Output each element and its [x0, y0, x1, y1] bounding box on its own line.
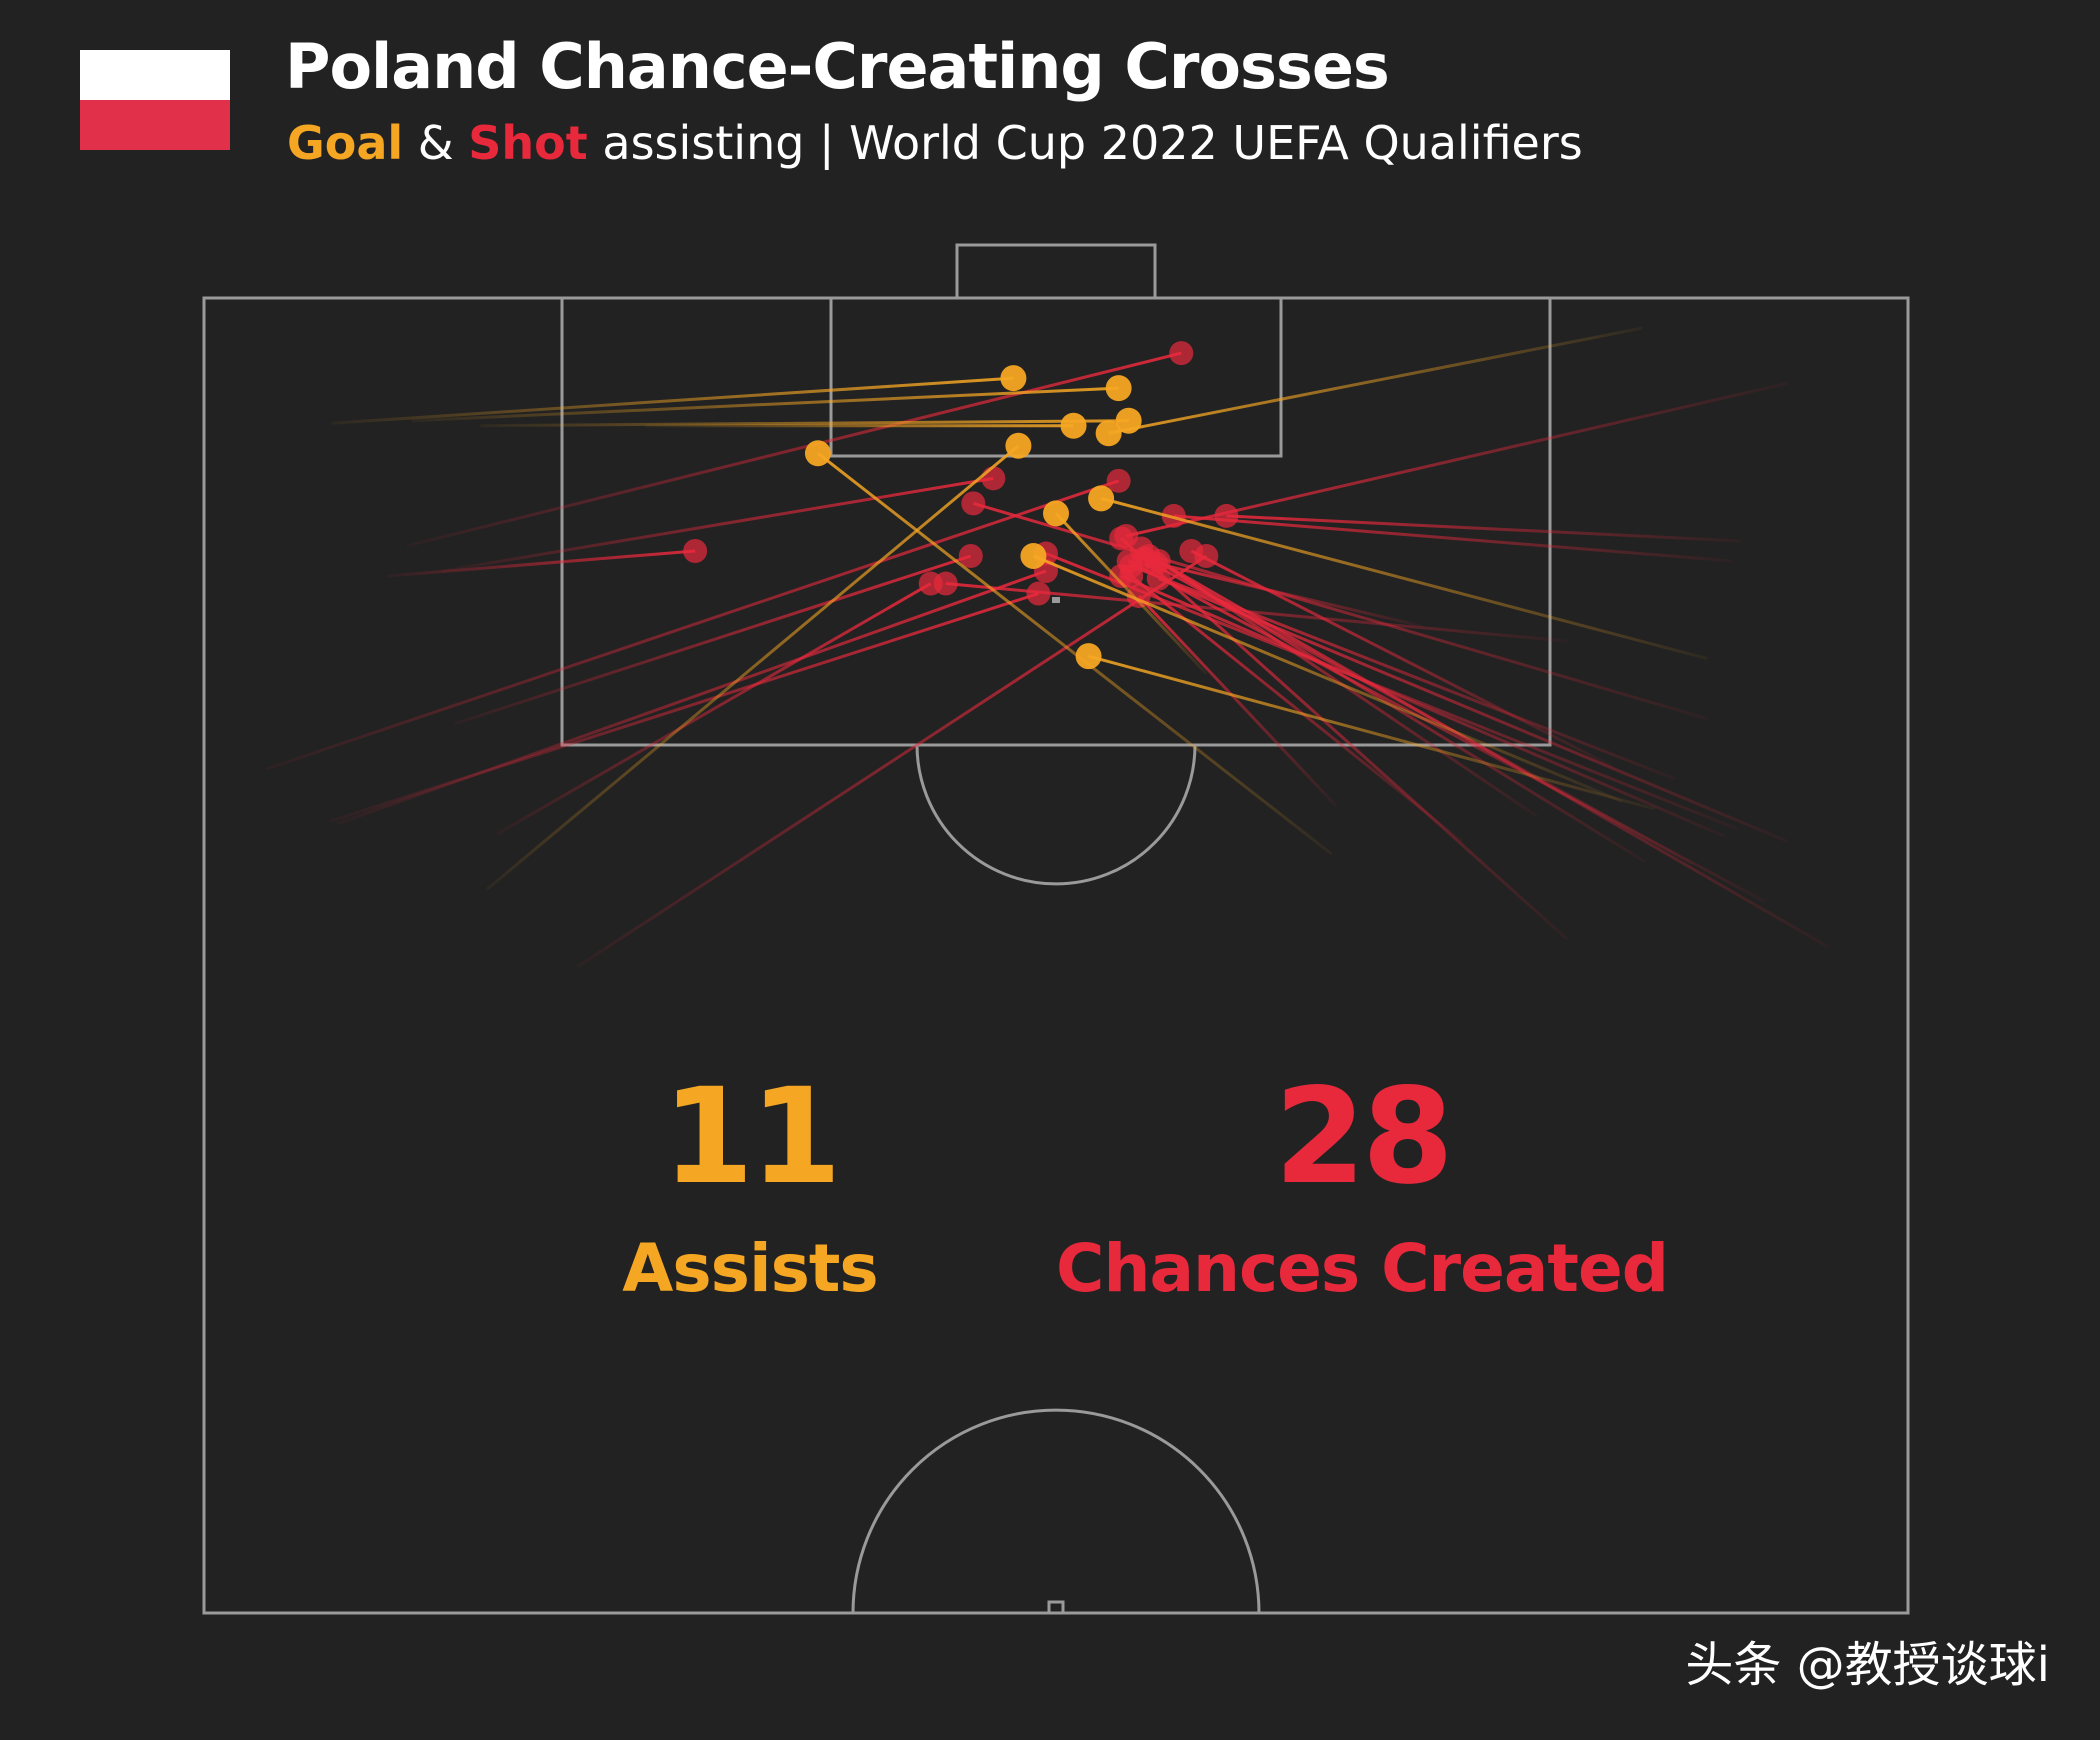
shot-cross-end-point	[1106, 468, 1131, 493]
page-subtitle: Goal & Shot assisting | World Cup 2022 U…	[287, 116, 1583, 170]
pitch-outline	[202, 296, 1910, 1615]
chances-label: Chances Created	[1056, 1230, 1669, 1307]
shot-cross-end-point	[1144, 551, 1169, 576]
shot-cross-end-point	[1161, 503, 1186, 528]
shot-cross-end-point	[1179, 538, 1204, 563]
shot-cross-end-point	[981, 466, 1006, 491]
goal-cross-line	[1088, 654, 1656, 811]
shot-cross-end-point	[1129, 536, 1154, 561]
shot-cross-line	[454, 554, 972, 726]
shot-cross-end-point	[683, 538, 708, 563]
poland-flag-icon	[80, 50, 230, 150]
shot-cross-line	[945, 582, 1568, 643]
subtitle-shot: Shot	[468, 116, 588, 170]
crosses-layer	[266, 326, 1829, 969]
goal-cross-end-point	[1095, 420, 1122, 447]
center-spot	[1047, 1600, 1065, 1615]
goal-cross-line	[331, 376, 1014, 425]
goal-cross-line	[479, 419, 1129, 428]
shot-cross-line	[1125, 381, 1789, 538]
shot-cross-end-point	[1119, 564, 1144, 589]
shot-cross-line	[496, 582, 932, 836]
goal-cross-end-point	[1105, 375, 1132, 402]
goal-cross-line	[411, 386, 1119, 423]
shot-cross-line	[386, 549, 696, 578]
goal-cross-line	[486, 444, 1020, 891]
six-yard-box	[829, 296, 1283, 458]
shot-cross-end-point	[958, 543, 983, 568]
watermark: 头条 @教授谈球i	[1685, 1637, 2050, 1693]
goal-cross-end-point	[1088, 485, 1115, 512]
shot-cross-line	[406, 351, 1182, 548]
page-title: Poland Chance-Creating Crosses	[285, 30, 1390, 103]
flag-white-stripe	[80, 50, 230, 100]
shot-cross-line	[1158, 577, 1789, 843]
goal-cross-end-point	[1005, 432, 1032, 459]
shot-cross-end-point	[1109, 526, 1134, 551]
series-shot	[266, 341, 1829, 969]
pitch-lines	[202, 243, 1910, 1615]
goal-cross-line	[1032, 554, 1623, 803]
goal-cross-end-point	[1000, 365, 1027, 392]
shot-cross-line	[1173, 514, 1733, 563]
shot-cross-line	[441, 476, 994, 573]
goal-cross-line	[1108, 326, 1643, 435]
series-goal	[331, 326, 1708, 891]
shot-cross-end-point	[961, 491, 986, 516]
shot-cross-line	[1120, 537, 1569, 941]
assists-label: Assists	[622, 1230, 878, 1307]
goal-cross-end-point	[1043, 500, 1069, 527]
goal-cross-end-point	[1060, 412, 1087, 439]
shot-cross-line	[1155, 562, 1423, 628]
center-circle	[851, 1408, 1261, 1614]
subtitle-amp: &	[403, 116, 469, 170]
shot-cross-line	[266, 479, 1120, 771]
assists-count: 11	[662, 1060, 842, 1214]
shot-cross-line	[972, 501, 1708, 721]
goal-cross-end-point	[1075, 643, 1102, 670]
shot-cross-line	[1120, 574, 1726, 838]
goal	[955, 243, 1157, 300]
subtitle-rest: assisting | World Cup 2022 UEFA Qualifie…	[587, 116, 1583, 170]
penalty-arc	[915, 744, 1197, 886]
subtitle-goal: Goal	[287, 116, 404, 170]
shot-cross-line	[1137, 595, 1338, 808]
goal-cross-line	[1100, 496, 1708, 661]
shot-cross-line	[1226, 514, 1741, 543]
shot-cross-line	[336, 569, 1047, 826]
penalty-spot	[1052, 597, 1060, 603]
goal-cross-line	[817, 452, 1333, 856]
chances-count: 28	[1274, 1060, 1454, 1214]
goal-cross-line	[1054, 512, 1208, 675]
shot-cross-end-point	[1169, 341, 1194, 366]
shot-cross-line	[576, 554, 1208, 969]
flag-red-stripe	[80, 100, 230, 150]
shot-cross-end-point	[918, 571, 943, 596]
goal-cross-end-point	[804, 440, 831, 467]
goal-cross-end-point	[1020, 542, 1047, 569]
shot-cross-line	[1157, 559, 1829, 949]
